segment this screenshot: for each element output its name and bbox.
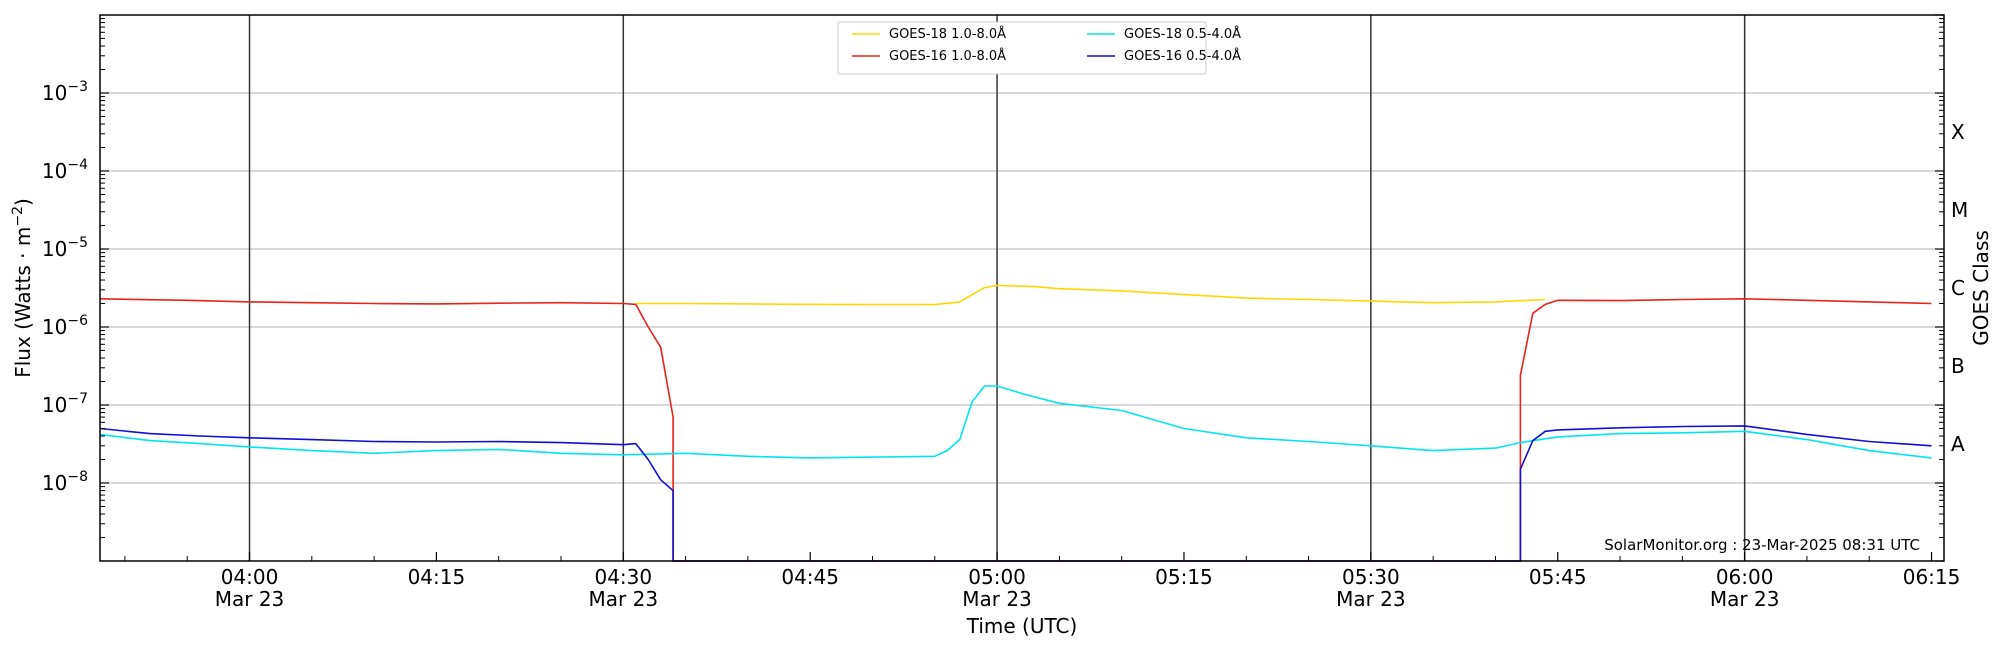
x-tick-time: 06:00	[1716, 565, 1774, 589]
x-tick-time: 06:15	[1903, 565, 1961, 589]
goes-class-label: M	[1951, 198, 1968, 222]
legend-label: GOES-16 0.5-4.0Å	[1124, 48, 1241, 64]
x-tick-date: Mar 23	[1336, 587, 1406, 611]
goes-class-label: A	[1951, 432, 1965, 456]
y-tick-exponent: −4	[67, 157, 88, 173]
legend: GOES-18 1.0-8.0Å GOES-16 1.0-8.0Å GOES-18 …	[837, 21, 1241, 75]
legend-label: GOES-18 1.0-8.0Å	[889, 26, 1006, 42]
series-line	[99, 385, 1932, 459]
y-axis-title: Flux (Watts · m−2)	[10, 198, 35, 378]
x-tick-date: Mar 23	[589, 587, 659, 611]
grid-layer	[100, 15, 1944, 561]
x-tick-time: 05:45	[1529, 565, 1587, 589]
y-tick-label: 10−7	[42, 391, 88, 417]
y-tick-base: 10	[42, 315, 67, 339]
goes-class-label: B	[1951, 354, 1965, 378]
x-tick-time: 04:15	[408, 565, 466, 589]
x-tick-date: Mar 23	[1710, 587, 1780, 611]
y-tick-exponent: −6	[67, 313, 88, 329]
y-tick-exponent: −3	[67, 79, 88, 95]
x-axis-title: Time (UTC)	[966, 614, 1078, 638]
x-tick-time: 04:45	[781, 565, 839, 589]
y-tick-exponent: −5	[67, 235, 88, 251]
y-tick-label: 10−3	[42, 79, 88, 105]
right-axis-title: GOES Class	[1969, 230, 1993, 346]
watermark: SolarMonitor.org : 23-Mar-2025 08:31 UTC	[1604, 536, 1920, 554]
series-line	[635, 284, 1546, 306]
series-layer	[99, 284, 1932, 562]
y-axis-title-exp: −2	[10, 206, 26, 227]
y-tick-label: 10−4	[42, 157, 88, 183]
goes-class-label: X	[1951, 120, 1965, 144]
y-axis-title-main: Flux (Watts · m	[11, 227, 35, 378]
y-tick-base: 10	[42, 393, 67, 417]
y-tick-exponent: −8	[67, 469, 88, 485]
legend-label: GOES-18 0.5-4.0Å	[1124, 26, 1241, 42]
legend-label: GOES-16 1.0-8.0Å	[889, 48, 1006, 64]
y-tick-base: 10	[42, 81, 67, 105]
y-tick-label: 10−6	[42, 313, 88, 339]
plot-frame	[99, 14, 1945, 562]
x-tick-time: 04:30	[594, 565, 652, 589]
x-tick-time: 05:30	[1342, 565, 1400, 589]
series-line	[99, 425, 1932, 562]
x-tick-date: Mar 23	[215, 587, 285, 611]
y-tick-base: 10	[42, 159, 67, 183]
x-tick-date: Mar 23	[962, 587, 1032, 611]
ticks-layer	[100, 14, 1944, 562]
y-tick-label: 10−5	[42, 235, 88, 261]
x-tick-time: 04:00	[221, 565, 279, 589]
y-axis-title-close: )	[11, 198, 35, 206]
x-tick-time: 05:15	[1155, 565, 1213, 589]
y-tick-label: 10−8	[42, 469, 88, 495]
series-line	[99, 297, 1932, 562]
y-tick-base: 10	[42, 471, 67, 495]
x-tick-time: 05:00	[968, 565, 1026, 589]
legend-box	[837, 21, 1207, 75]
y-tick-base: 10	[42, 237, 67, 261]
y-tick-exponent: −7	[67, 391, 88, 407]
goes-class-label: C	[1951, 276, 1965, 300]
